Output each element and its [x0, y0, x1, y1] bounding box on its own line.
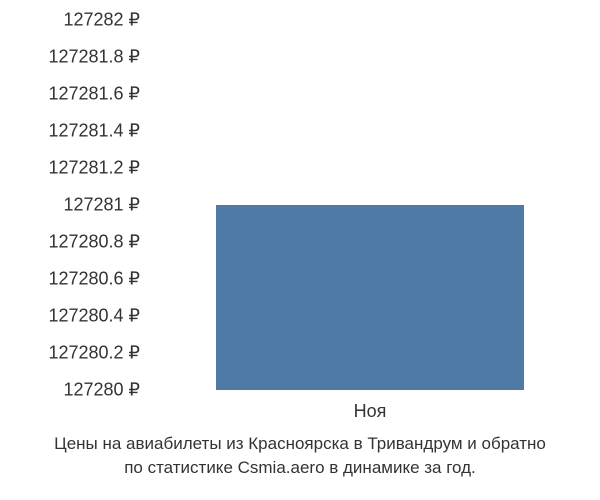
x-tick-label: Ноя — [354, 401, 387, 422]
y-tick-label: 127281.6 ₽ — [48, 84, 140, 105]
y-tick-label: 127282 ₽ — [63, 10, 140, 31]
plot-area: Ноя — [150, 20, 590, 390]
chart-caption: Цены на авиабилеты из Красноярска в Трив… — [0, 432, 600, 480]
caption-line-1: Цены на авиабилеты из Красноярска в Трив… — [0, 432, 600, 456]
y-tick-label: 127281.2 ₽ — [48, 158, 140, 179]
y-tick-label: 127280.4 ₽ — [48, 306, 140, 327]
y-tick-label: 127280 ₽ — [63, 380, 140, 401]
y-axis: 127282 ₽ 127281.8 ₽ 127281.6 ₽ 127281.4 … — [10, 20, 140, 390]
price-chart: 127282 ₽ 127281.8 ₽ 127281.6 ₽ 127281.4 … — [10, 20, 590, 390]
caption-line-2: по статистике Csmia.aero в динамике за г… — [0, 456, 600, 480]
y-tick-label: 127281.4 ₽ — [48, 121, 140, 142]
bar-nov — [216, 205, 524, 390]
y-tick-label: 127280.2 ₽ — [48, 343, 140, 364]
y-tick-label: 127281 ₽ — [63, 195, 140, 216]
y-tick-label: 127280.8 ₽ — [48, 232, 140, 253]
y-tick-label: 127280.6 ₽ — [48, 269, 140, 290]
y-tick-label: 127281.8 ₽ — [48, 47, 140, 68]
